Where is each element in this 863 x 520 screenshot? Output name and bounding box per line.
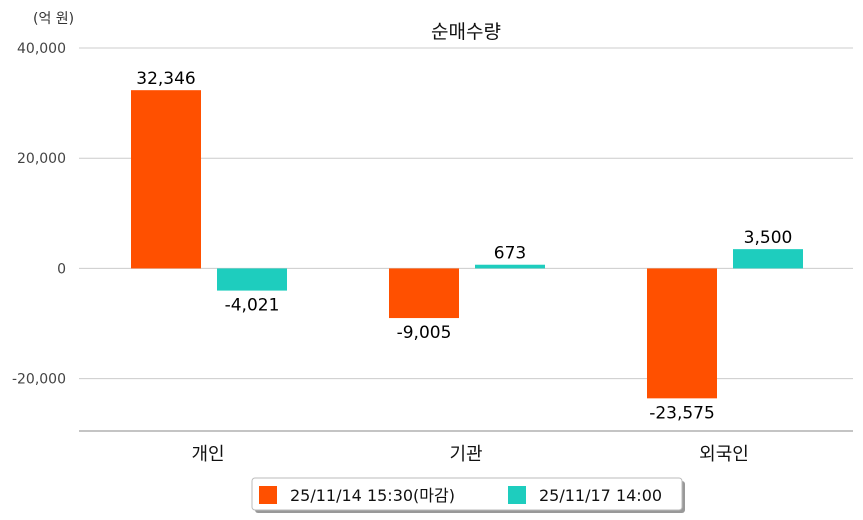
chart-title: 순매수량 — [431, 21, 501, 43]
y-tick-label: 0 — [57, 261, 66, 277]
bar — [131, 90, 201, 269]
unit-label: (억 원) — [33, 11, 74, 27]
data-label: 3,500 — [744, 228, 793, 248]
legend-swatch-1 — [508, 486, 526, 504]
data-label: -23,575 — [649, 403, 715, 423]
bar — [733, 249, 803, 269]
legend: 25/11/14 15:30(마감) 25/11/17 14:00 — [251, 477, 685, 513]
legend-label-1: 25/11/17 14:00 — [539, 486, 662, 505]
legend-label-0: 25/11/14 15:30(마감) — [290, 486, 455, 505]
bar — [217, 268, 287, 291]
data-label: 673 — [494, 244, 526, 264]
data-label: 32,346 — [136, 69, 195, 89]
bar — [389, 268, 459, 319]
legend-swatch-0 — [259, 486, 277, 504]
y-tick-label: 20,000 — [17, 151, 66, 167]
y-tick-label: 40,000 — [17, 41, 66, 57]
data-label: -4,021 — [225, 296, 280, 316]
bar — [475, 264, 545, 269]
data-label: -9,005 — [397, 323, 452, 343]
x-tick-label: 외국인 — [699, 444, 749, 465]
x-tick-label: 개인 — [191, 444, 224, 465]
y-tick-label: -20,000 — [12, 372, 66, 388]
bar — [647, 268, 717, 399]
x-tick-label: 기관 — [449, 444, 482, 465]
